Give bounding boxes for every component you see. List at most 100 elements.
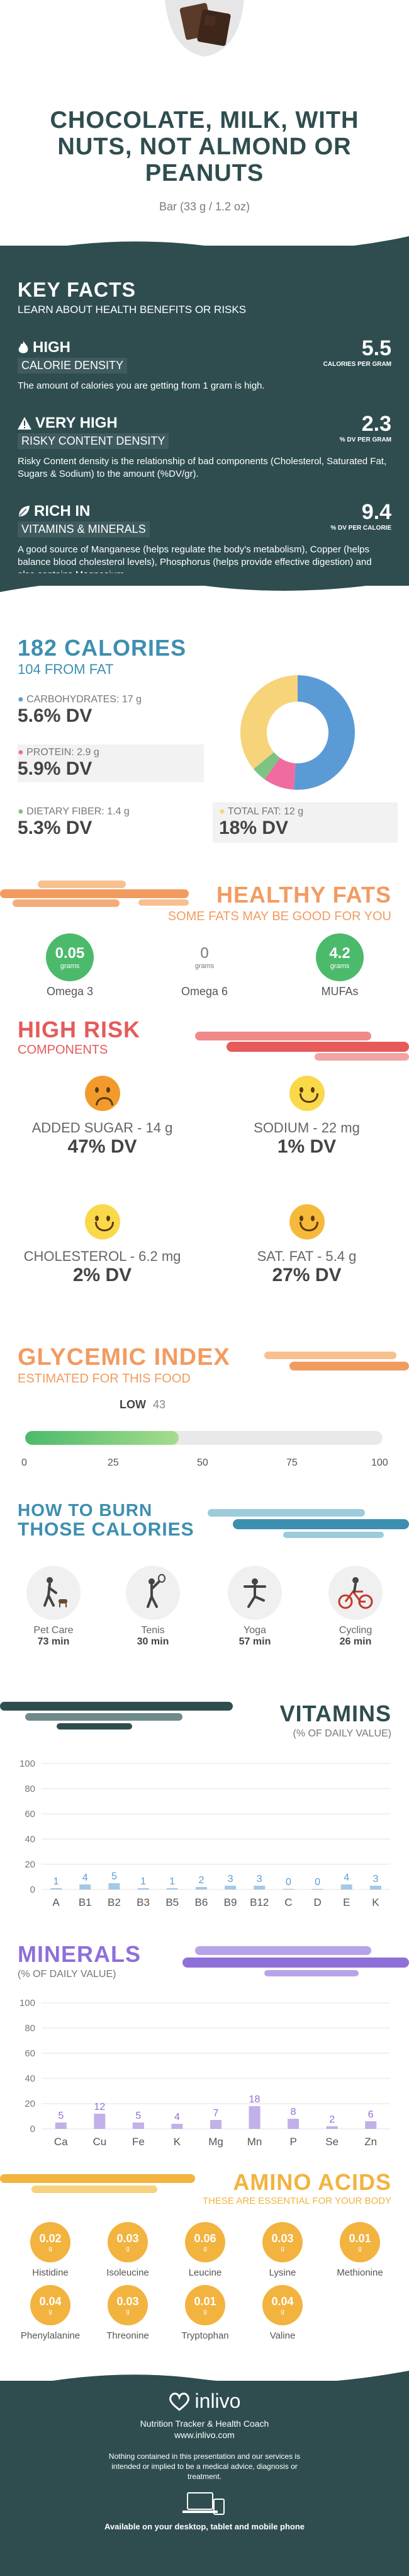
fact-label: VITAMINS & MINERALS: [18, 521, 150, 537]
calories-title: 182 CALORIES: [18, 635, 187, 661]
macro-label: TOTAL FAT: 12 g: [227, 806, 304, 817]
amino-label: Tryptophan: [181, 2330, 229, 2341]
minerals-title: MINERALS: [18, 1941, 141, 1967]
fact-unit: % DV PER CALORIE: [330, 525, 391, 532]
activity-time: 73 min: [37, 1636, 70, 1647]
amino-value: 0.03: [271, 2232, 294, 2245]
donut-slice-fat: [240, 675, 355, 790]
amino-value: 0.03: [116, 2295, 139, 2308]
macro-dv: 5.3% DV: [18, 818, 92, 838]
bar-value-label: 7: [213, 2108, 219, 2119]
fat-unit: grams: [330, 962, 350, 970]
brand-name: inlivo: [194, 2390, 241, 2412]
bar-value-label: 5: [58, 2111, 64, 2121]
bar-value-label: 1: [140, 1876, 146, 1887]
amino-label: Valine: [269, 2330, 296, 2341]
amino-item: 0.01 g Tryptophan: [175, 2285, 235, 2341]
devices-icon: [182, 2492, 227, 2517]
amino-label: Phenylalanine: [20, 2330, 81, 2341]
glycemic-tick: 50: [197, 1457, 208, 1468]
amino-item: 0.02 g Histidine: [20, 2222, 81, 2278]
activity-label: Tenis: [141, 1625, 165, 1636]
activity-time: 57 min: [238, 1636, 271, 1647]
risk-label: CHOLESTEROL - 6.2 mg: [23, 1248, 181, 1264]
amino-label: Methionine: [337, 2267, 383, 2278]
fat-label: MUFAs: [321, 985, 359, 998]
glycemic-reading: LOW 43: [120, 1398, 165, 1411]
fact-unit: CALORIES PER GRAM: [323, 361, 391, 368]
fact-level: VERY HIGH: [35, 414, 118, 431]
risk-dv: 1% DV: [277, 1136, 337, 1157]
bar-Mn: [249, 2106, 261, 2129]
risk-cholesterol: CHOLESTEROL - 6.2 mg 2% DV: [0, 1204, 204, 1286]
y-tick-label: 40: [25, 2073, 35, 2084]
amino-item: 0.04 g Valine: [252, 2285, 313, 2341]
header: CHOCOLATE, MILK, WITH NUTS, NOT ALMOND O…: [0, 0, 409, 233]
yellow-stripes: [0, 2174, 195, 2193]
risk-label: ADDED SUGAR - 14 g: [31, 1120, 173, 1136]
bar-value-label: 4: [174, 2112, 180, 2123]
glycemic-value: 43: [153, 1398, 166, 1411]
y-tick-label: 40: [25, 1834, 35, 1845]
key-facts-section: KEY FACTS LEARN ABOUT HEALTH BENEFITS OR…: [0, 236, 409, 592]
x-tick-label: K: [174, 2136, 181, 2148]
key-facts-title: KEY FACTS: [18, 278, 136, 301]
page-title-line-2: NUTS, NOT ALMOND OR: [57, 134, 352, 160]
glycemic-tick: 25: [108, 1457, 119, 1468]
high-risk-section: HIGH RISK COMPONENTS ADDED SUGAR - 14 g …: [0, 1008, 409, 1335]
bar-B2: [108, 1883, 120, 1889]
amino-value: 0.03: [116, 2232, 139, 2245]
amino-section: AMINO ACIDS THESE ARE ESSENTIAL FOR YOUR…: [0, 2160, 409, 2368]
bar-value-label: 4: [82, 1872, 88, 1883]
x-tick-label: B6: [195, 1896, 208, 1908]
activity-time: 30 min: [137, 1636, 169, 1647]
glycemic-track: [25, 1431, 383, 1445]
fat-omega3: 0.05 grams Omega 3: [42, 933, 98, 998]
amino-item: 0.04 g Phenylalanine: [20, 2285, 81, 2341]
burn-yoga: Yoga 57 min: [220, 1566, 289, 1648]
y-tick-label: 60: [25, 2048, 35, 2059]
y-tick-label: 100: [20, 1998, 35, 2009]
leaf-icon: [19, 506, 30, 516]
page-title: CHOCOLATE, MILK, WITH NUTS, NOT ALMOND O…: [0, 107, 409, 186]
activity-time: 26 min: [339, 1636, 372, 1647]
fat-omega6: 0 grams Omega 6: [176, 933, 233, 998]
x-tick-label: Mn: [247, 2136, 262, 2148]
brand-url[interactable]: www.inlivo.com: [174, 2430, 235, 2440]
amino-value: 0.01: [194, 2295, 216, 2308]
bar-E: [340, 1884, 352, 1889]
y-tick-label: 0: [30, 1884, 35, 1895]
glycemic-ticks: 0 25 50 75 100: [21, 1457, 388, 1470]
vitamins-subtitle: (% OF DAILY VALUE): [293, 1728, 391, 1739]
amino-value: 0.02: [39, 2232, 62, 2245]
bar-B1: [79, 1884, 91, 1889]
macro-dv: 5.6% DV: [18, 705, 92, 726]
x-tick-label: A: [52, 1896, 60, 1908]
amino-unit: g: [281, 2245, 284, 2252]
fact-value: 2.3: [361, 412, 391, 436]
tennis-icon: [126, 1566, 180, 1620]
macro-label: PROTEIN: 2.9 g: [26, 747, 99, 758]
fact-calorie-density: HIGH CALORIE DENSITY 5.5 CALORIES PER GR…: [18, 336, 391, 392]
macro-label: DIETARY FIBER: 1.4 g: [26, 806, 130, 817]
bar-value-label: 0: [286, 1877, 291, 1888]
macro-donut-chart: [240, 675, 355, 790]
macro-label: CARBOHYDRATES: 17 g: [26, 694, 142, 705]
bar-Ca: [55, 2123, 67, 2129]
purple-stripes: [182, 1946, 409, 1976]
bar-B6: [195, 1887, 207, 1889]
bar-value-label: 2: [329, 2114, 335, 2125]
x-tick-label: P: [289, 2136, 296, 2148]
vitamins-bar-chart: 0 20 40 60 80 100 1 A 4 B1 5 B2 1 B3 1 B5 2 B6 3 B9 3 B12 0 C 0 D…: [20, 1758, 390, 1908]
burn-pet-care: Pet Care 73 min: [19, 1566, 88, 1648]
risk-dv: 2% DV: [72, 1265, 132, 1285]
key-facts-subtitle: LEARN ABOUT HEALTH BENEFITS OR RISKS: [18, 304, 247, 316]
heart-icon: [169, 2392, 189, 2411]
fact-value: 9.4: [361, 500, 391, 524]
red-stripes: [195, 1032, 409, 1061]
risk-added-sugar: ADDED SUGAR - 14 g 47% DV: [0, 1076, 204, 1158]
glycemic-section: GLYCEMIC INDEX ESTIMATED FOR THIS FOOD L…: [0, 1335, 409, 1493]
y-tick-label: 20: [25, 1859, 35, 1870]
fact-vitamins-minerals: RICH IN VITAMINS & MINERALS 9.4 % DV PER…: [18, 500, 391, 581]
